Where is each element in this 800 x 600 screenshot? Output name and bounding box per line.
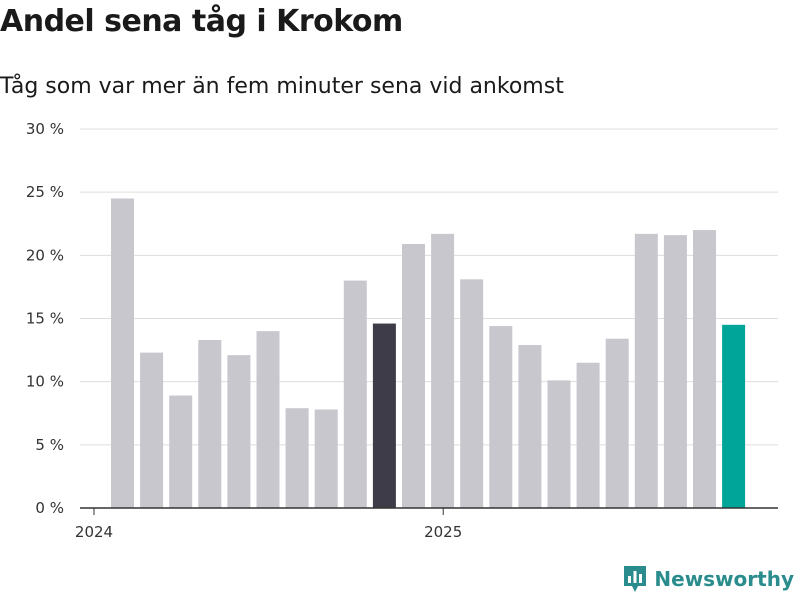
brand-name: Newsworthy (654, 567, 794, 591)
bar-2025-03: 2025-03 (518, 345, 542, 508)
bar-2024-01: 2024-01 (111, 198, 134, 508)
chart-title: Andel sena tåg i Krokom (0, 4, 403, 39)
x-tick-label: 2024 (75, 523, 113, 541)
grid-lines (80, 128, 778, 446)
bar-2025-02: 2025-02 (489, 326, 513, 508)
chart-subtitle: Tåg som var mer än fem minuter sena vid … (0, 74, 564, 99)
bar-2024-06: 2024-06 (256, 331, 280, 508)
bar-2024-11: 2024-11 (402, 243, 425, 509)
bar-2024-05: 2024-05 (227, 355, 251, 508)
bars: 2024-012024-022024-032024-042024-052024-… (111, 198, 746, 509)
bar-2025-06: 2025-06 (605, 338, 629, 508)
x-tick-label: 2025 (424, 523, 462, 541)
bar-2024-03: 2024-03 (169, 395, 193, 508)
bar-2025-09: 2025-09 (693, 230, 716, 509)
bar-2025-05: 2025-05 (576, 362, 600, 508)
y-tick-label: 25 % (26, 183, 64, 201)
bar-2025-01: 2025-01 (460, 279, 484, 508)
bar-2024-08: 2024-08 (314, 409, 338, 508)
x-axis-ticks: 2024 2025 (75, 508, 462, 541)
y-tick-label: 30 % (26, 120, 64, 138)
bar-2025-04: 2025-04 (547, 380, 571, 508)
y-tick-label: 15 % (26, 310, 64, 328)
brand-logo: Newsworthy (622, 564, 794, 594)
newsworthy-logo-icon (624, 566, 647, 592)
bar-2024-07: 2024-07 (285, 408, 309, 508)
bar-2024-09: 2024-09 (343, 280, 367, 508)
bar-2024-12: 2024-12 (431, 233, 455, 508)
bar-2024-10: 2024-10 (372, 323, 396, 508)
y-tick-label: 5 % (35, 436, 64, 454)
bar-2024-04: 2024-04 (198, 339, 222, 508)
y-tick-label: 20 % (26, 246, 64, 264)
y-tick-label: 0 % (35, 499, 64, 517)
bar-2025-10: 2025-10 (722, 324, 746, 508)
y-axis-ticks: 0 % 5 % 10 % 15 % 20 % 25 % 30 % (26, 120, 64, 517)
bar-2024-02: 2024-02 (140, 352, 164, 508)
y-tick-label: 10 % (26, 373, 64, 391)
bar-2025-08: 2025-08 (663, 235, 687, 508)
bar-2025-07: 2025-07 (634, 233, 658, 508)
